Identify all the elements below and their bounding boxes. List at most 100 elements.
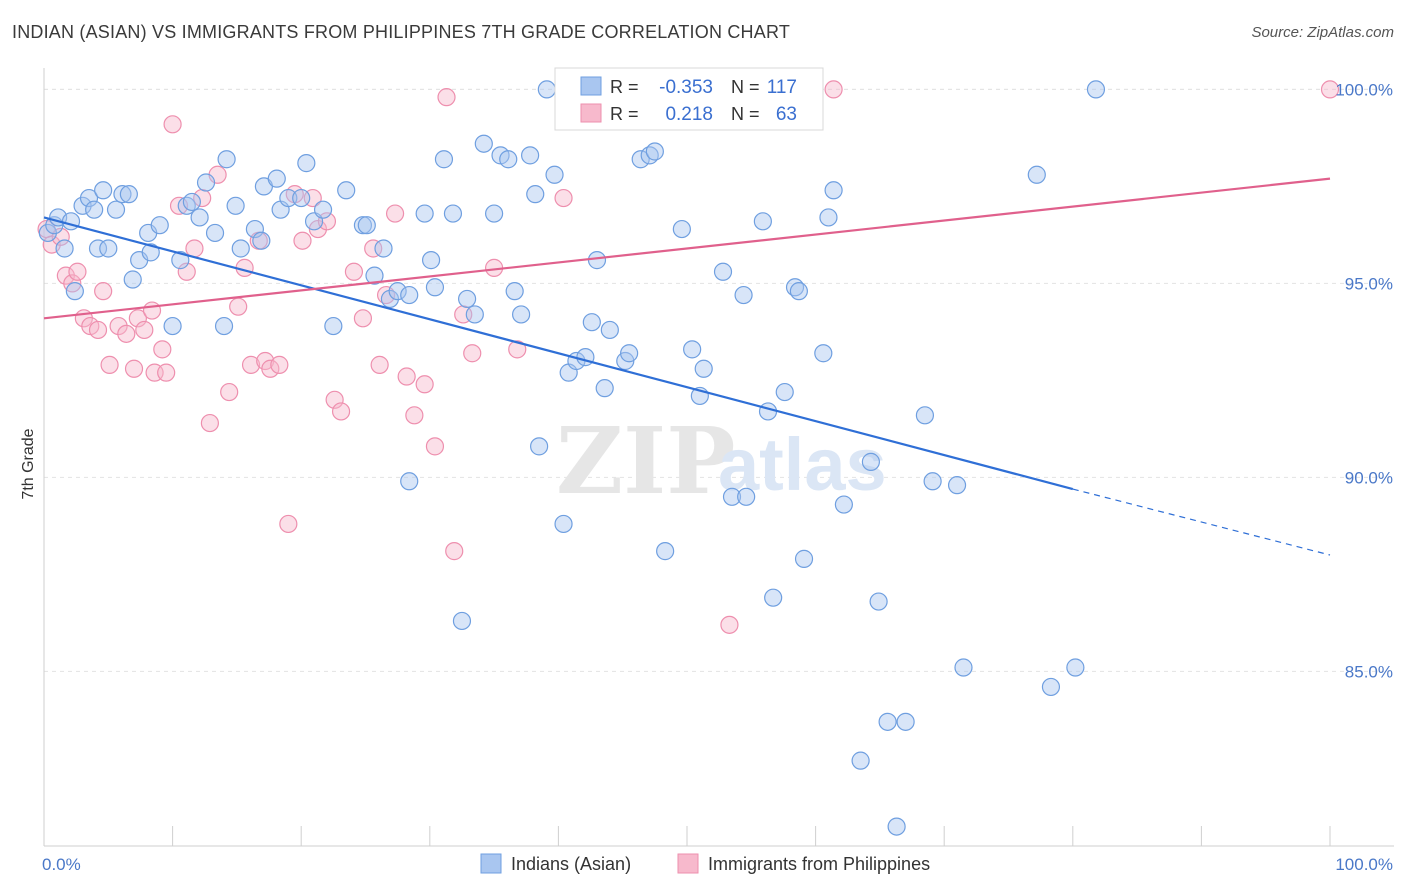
data-point (106, 200, 126, 219)
data-point (869, 592, 888, 611)
data-point (521, 146, 540, 165)
data-point (261, 359, 280, 378)
data-point (119, 185, 138, 204)
grid-lines (44, 88, 1390, 672)
legend-r-value-philippines: 0.218 (665, 104, 713, 125)
y-tick-label: 85.0% (1345, 662, 1393, 681)
data-point (887, 817, 906, 836)
data-point (365, 266, 384, 285)
data-point (99, 239, 118, 258)
data-point (150, 216, 169, 235)
legend-n-label-indians: N = (731, 77, 760, 97)
data-point (380, 289, 400, 309)
data-point (142, 301, 162, 320)
data-point (324, 316, 343, 336)
data-point (1086, 80, 1106, 99)
watermark-zip: ZIP (556, 407, 735, 515)
data-point (819, 208, 838, 227)
chart-source: Source: ZipAtlas.com (1251, 24, 1394, 41)
legend-r-label-indians: R = (610, 77, 639, 97)
data-point (443, 204, 463, 223)
data-point (421, 251, 441, 270)
data-point (764, 588, 783, 607)
data-point (128, 309, 147, 328)
data-point (465, 305, 484, 324)
legend-n-value-philippines: 63 (776, 104, 797, 125)
data-point (344, 262, 364, 281)
legend-r-value-indians: -0.353 (659, 77, 713, 98)
data-point (182, 192, 201, 212)
data-point (231, 239, 250, 258)
data-point (200, 413, 219, 433)
data-point (113, 185, 132, 204)
trend-line-indians (43, 216, 1074, 491)
data-point (545, 165, 564, 184)
data-point (163, 115, 182, 134)
data-point (241, 355, 261, 374)
y-axis-label: 7th Grade (20, 428, 37, 499)
bottom-legend: Indians (Asian) Immigrants from Philippi… (480, 853, 930, 874)
watermark: ZIP atlas (556, 407, 887, 515)
data-point (217, 150, 236, 169)
data-point (620, 344, 639, 363)
data-point (279, 514, 298, 534)
data-point (631, 150, 650, 169)
data-point (463, 344, 482, 363)
data-point (499, 150, 518, 169)
data-point (141, 243, 160, 262)
data-point (683, 340, 702, 359)
data-point (325, 390, 344, 409)
data-point (214, 316, 234, 336)
data-point (600, 320, 619, 340)
y-tick-labels: 85.0% 90.0% 95.0% 100.0% (1335, 80, 1393, 681)
trend-lines (43, 177, 1331, 556)
data-point (824, 181, 843, 200)
data-point (88, 320, 108, 340)
data-point (123, 270, 142, 289)
data-point (267, 169, 286, 188)
data-point (117, 324, 136, 343)
legend-n-label-philippines: N = (731, 104, 760, 124)
y-tick-label: 95.0% (1345, 274, 1393, 293)
data-point (425, 437, 445, 456)
data-point (353, 309, 373, 328)
data-point (526, 185, 545, 204)
data-point (385, 204, 405, 223)
data-point (124, 359, 144, 378)
data-point (1027, 165, 1046, 184)
data-point (834, 495, 853, 514)
data-point (720, 615, 739, 634)
data-point (587, 251, 607, 270)
data-point (220, 382, 239, 402)
data-point (672, 219, 691, 239)
data-point (1320, 80, 1340, 99)
data-point (205, 223, 225, 243)
data-point (554, 188, 573, 208)
data-point (457, 289, 477, 309)
data-point (923, 472, 942, 491)
data-point (896, 712, 915, 731)
axes (43, 68, 1394, 847)
data-point (437, 88, 456, 107)
data-point (737, 487, 756, 506)
data-point (915, 406, 935, 425)
data-point (758, 402, 778, 421)
data-point (508, 340, 527, 359)
data-point (297, 154, 316, 173)
data-point (388, 282, 407, 301)
data-point (400, 472, 419, 491)
data-point (775, 382, 794, 402)
data-point (554, 514, 573, 534)
data-point (153, 340, 172, 359)
legend-r-label-philippines: R = (610, 104, 639, 124)
legend-n-value-indians: 117 (767, 77, 797, 98)
data-point (245, 219, 265, 239)
data-point (713, 262, 733, 281)
data-point (85, 200, 104, 219)
data-point (313, 200, 333, 219)
data-point (400, 285, 419, 305)
bottom-legend-swatch-philippines (677, 853, 699, 874)
data-point (1066, 658, 1085, 677)
data-point (753, 212, 772, 231)
